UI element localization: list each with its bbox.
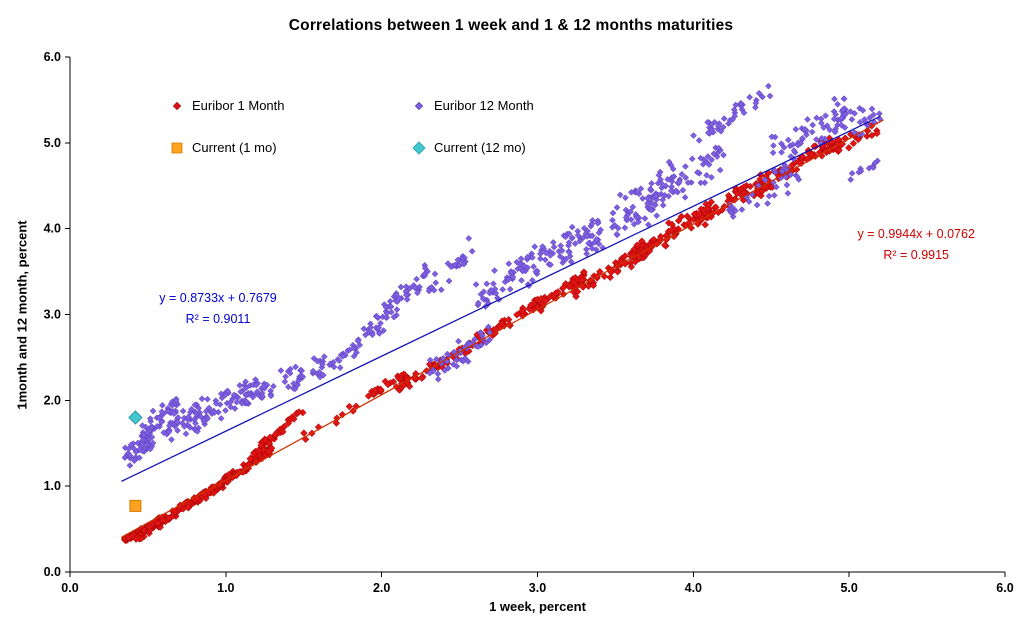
legend-marker-teal-diamond-icon <box>412 140 426 155</box>
tick-labels: 0.0 1.0 2.0 3.0 4.0 5.0 6.0 0.0 1.0 2.0 3.0 4.0 5.0 6… <box>44 50 1014 595</box>
trendline-r-squared: R² = 0.9915 <box>883 247 949 262</box>
x-tick-label: 6.0 <box>996 581 1013 595</box>
trendline-equation: y = 0.9944x + 0.0762 <box>857 226 975 241</box>
legend-item-current-12-mo: Current (12 mo) <box>411 139 526 156</box>
legend-marker-red-diamond-icon <box>172 101 182 110</box>
trendline-label-1-month: y = 0.9944x + 0.0762 R² = 0.9915 <box>857 224 974 266</box>
y-axis-title: 1month and 12 month, percent <box>14 220 30 410</box>
x-tick-label: 1.0 <box>217 581 234 595</box>
trendline-12-month-linear-trend <box>121 115 881 482</box>
x-tick-label: 0.0 <box>61 581 78 595</box>
legend-label: Current (1 mo) <box>192 140 277 155</box>
legend-label: Euribor 12 Month <box>434 98 534 113</box>
trendline-label-12-month: y = 0.8733x + 0.7679 R² = 0.9011 <box>159 288 276 330</box>
x-tick-label: 3.0 <box>529 581 546 595</box>
legend-label: Euribor 1 Month <box>192 98 285 113</box>
trendline-1-month-linear-trend <box>121 119 884 538</box>
y-tick-label: 1.0 <box>44 479 61 493</box>
legend-item-current-1-mo: Current (1 mo) <box>169 139 277 156</box>
series-euribor-1-month <box>120 121 881 545</box>
series-current-1-mo <box>129 499 142 512</box>
legend-marker-purple-diamond-icon <box>414 101 424 110</box>
series-euribor-12-month <box>121 82 884 469</box>
axes <box>65 56 1006 577</box>
y-tick-label: 6.0 <box>44 50 61 64</box>
trendline-r-squared: R² = 0.9011 <box>185 312 251 327</box>
y-tick-label: 0.0 <box>44 565 61 579</box>
chart-title: Correlations between 1 week and 1 & 12 m… <box>288 17 734 34</box>
series-current-12-mo <box>128 410 143 425</box>
x-tick-label: 2.0 <box>373 581 390 595</box>
legend-item-euribor-12-month: Euribor 12 Month <box>411 97 534 114</box>
x-tick-label: 5.0 <box>840 581 857 595</box>
y-tick-label: 3.0 <box>44 308 61 322</box>
legend-label: Current (12 mo) <box>434 140 526 155</box>
trendline-equation: y = 0.8733x + 0.7679 <box>159 291 277 306</box>
y-tick-label: 2.0 <box>44 393 61 407</box>
y-tick-label: 4.0 <box>44 222 61 236</box>
x-axis-title: 1 week, percent <box>489 599 586 614</box>
x-tick-label: 4.0 <box>685 581 702 595</box>
legend-item-euribor-1-month: Euribor 1 Month <box>169 97 285 114</box>
legend-marker-orange-square-icon <box>171 142 183 153</box>
y-tick-label: 5.0 <box>44 136 61 150</box>
